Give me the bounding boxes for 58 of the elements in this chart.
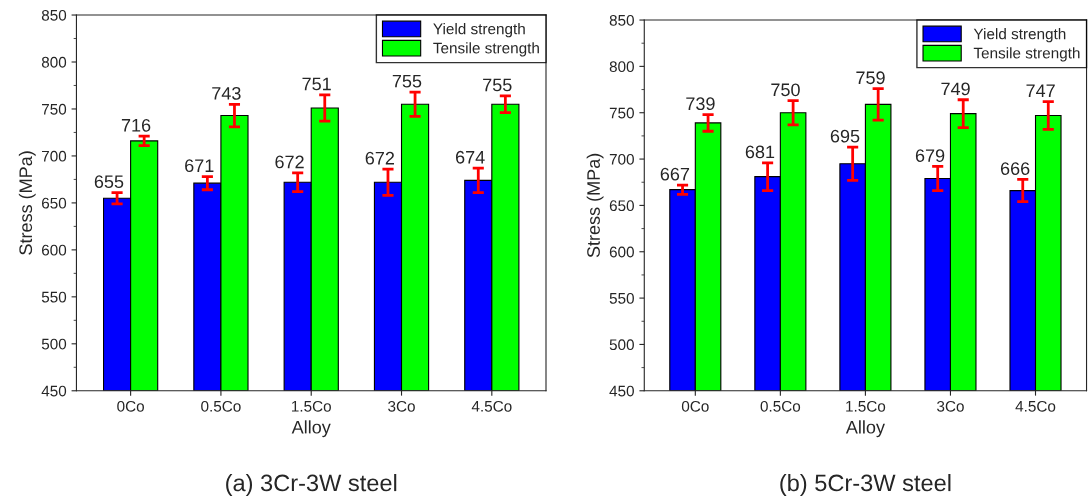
text: (b) 5Cr-3W steel	[780, 473, 951, 496]
data-label: 671	[185, 159, 214, 173]
data-label: 672	[365, 151, 395, 165]
x-tick-label: 4.5Co	[471, 400, 512, 412]
data-label: 667	[660, 167, 690, 181]
data-label: 672	[275, 155, 304, 169]
data-label: 695	[830, 129, 860, 143]
legend-label: Tensile strength	[973, 47, 1080, 62]
data-label: 666	[1000, 162, 1030, 175]
y-tick-label: 550	[609, 292, 634, 304]
x-tick-label: 0.5Co	[201, 400, 241, 412]
y-tick-label: 600	[609, 246, 634, 258]
y-tick-label: 550	[41, 291, 67, 303]
y-tick-label: 800	[609, 61, 634, 73]
data-label: 674	[456, 150, 485, 164]
y-tick-label: 450	[41, 385, 67, 397]
x-axis-title: Alloy	[845, 420, 885, 438]
x-tick-label: 1.5Co	[846, 400, 886, 412]
x-tick-label: 0Co	[681, 400, 709, 412]
y-tick-label: 700	[609, 153, 634, 165]
y-tick-label: 500	[609, 339, 634, 351]
x-tick-label: 3Co	[937, 400, 964, 412]
legend-label: Yield strength	[433, 23, 525, 38]
x-axis-title: Alloy	[291, 420, 331, 438]
data-label: 759	[856, 71, 885, 85]
y-axis-title: Stress (MPa)	[18, 151, 36, 255]
y-tick-label: 800	[41, 56, 67, 68]
y-tick-label: 650	[42, 197, 67, 209]
y-tick-label: 700	[42, 150, 67, 162]
data-label: 747	[1026, 84, 1055, 97]
legend-label: Tensile strength	[433, 42, 539, 57]
data-label: 749	[941, 82, 970, 96]
x-tick-label: 0Co	[117, 400, 144, 412]
data-label: 755	[483, 78, 512, 92]
data-label: 681	[745, 145, 775, 159]
y-tick-label: 750	[42, 103, 67, 115]
y-tick-label: 750	[609, 107, 634, 119]
data-label: 755	[392, 74, 422, 88]
data-label: 655	[94, 175, 124, 189]
legend-label: Yield strength	[973, 28, 1066, 43]
x-tick-label: 3Co	[388, 400, 415, 412]
x-tick-label: 1.5Co	[292, 400, 331, 412]
data-label: 716	[121, 118, 151, 132]
y-tick-label: 850	[609, 14, 634, 26]
data-label: 679	[915, 149, 945, 162]
x-tick-label: 4.5Co	[1015, 400, 1056, 412]
y-tick-label: 600	[42, 244, 67, 256]
y-tick-label: 500	[41, 338, 67, 350]
data-label: 739	[686, 97, 715, 111]
y-tick-label: 450	[609, 385, 634, 397]
data-label: 743	[212, 86, 241, 100]
y-axis-title: Stress (MPa)	[586, 153, 604, 258]
data-label: 750	[771, 83, 800, 97]
x-tick-label: 0.5Co	[760, 400, 801, 412]
y-tick-label: 850	[41, 9, 67, 21]
y-tick-label: 650	[609, 200, 634, 212]
text: (a) 3Cr-3W steel	[226, 473, 397, 496]
data-label: 751	[302, 77, 331, 91]
